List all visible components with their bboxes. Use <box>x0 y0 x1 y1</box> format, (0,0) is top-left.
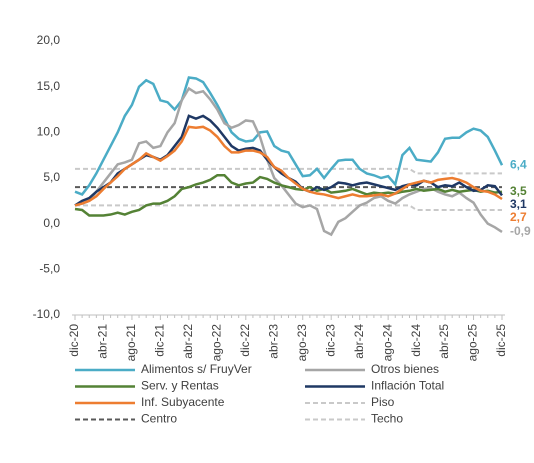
reference-line <box>75 167 502 175</box>
legend-label: Inflación Total <box>371 379 444 393</box>
x-tick-label: dic-24 <box>409 324 423 357</box>
x-tick-label: dic-23 <box>323 324 337 357</box>
end-label: 3,5 <box>510 184 527 198</box>
x-tick-label: ago-25 <box>466 324 480 362</box>
x-tick-label: dic-20 <box>67 324 81 357</box>
legend-label: Centro <box>141 412 177 426</box>
x-tick-label: ago-22 <box>210 324 224 362</box>
end-label: 2,7 <box>510 210 527 224</box>
y-tick-label: 20,0 <box>37 33 61 47</box>
x-tick-label: dic-21 <box>153 324 167 357</box>
legend-label: Otros bienes <box>371 362 439 376</box>
x-tick-label: ago-23 <box>295 324 309 362</box>
legend-label: Inf. Subyacente <box>141 395 225 409</box>
x-tick-label: dic-22 <box>238 324 252 357</box>
end-label: 6,4 <box>510 157 527 171</box>
legend-label: Serv. y Rentas <box>141 379 219 393</box>
x-tick-label: dic-25 <box>494 324 508 357</box>
y-tick-label: -5,0 <box>39 262 60 276</box>
y-tick-label: 10,0 <box>37 125 61 139</box>
y-tick-label: -10,0 <box>33 307 61 321</box>
x-tick-label: abr-21 <box>96 324 110 359</box>
y-tick-label: 5,0 <box>43 170 60 184</box>
x-tick-label: abr-25 <box>437 324 451 359</box>
series-line <box>74 174 503 217</box>
series-line <box>74 125 503 207</box>
x-tick-label: ago-21 <box>124 324 138 362</box>
series-line <box>74 86 503 237</box>
x-tick-label: abr-24 <box>352 324 366 359</box>
legend-label: Techo <box>371 412 403 426</box>
legend-label: Piso <box>371 395 395 409</box>
x-tick-label: abr-22 <box>181 324 195 359</box>
end-label: -0,9 <box>510 224 531 238</box>
x-tick-label: abr-23 <box>266 324 280 359</box>
x-tick-label: ago-24 <box>380 324 394 362</box>
y-tick-label: 15,0 <box>37 79 61 93</box>
end-label: 3,1 <box>510 197 527 211</box>
y-tick-label: 0,0 <box>43 216 60 230</box>
series-line <box>74 76 504 196</box>
legend-label: Alimentos s/ FruyVer <box>141 362 252 376</box>
